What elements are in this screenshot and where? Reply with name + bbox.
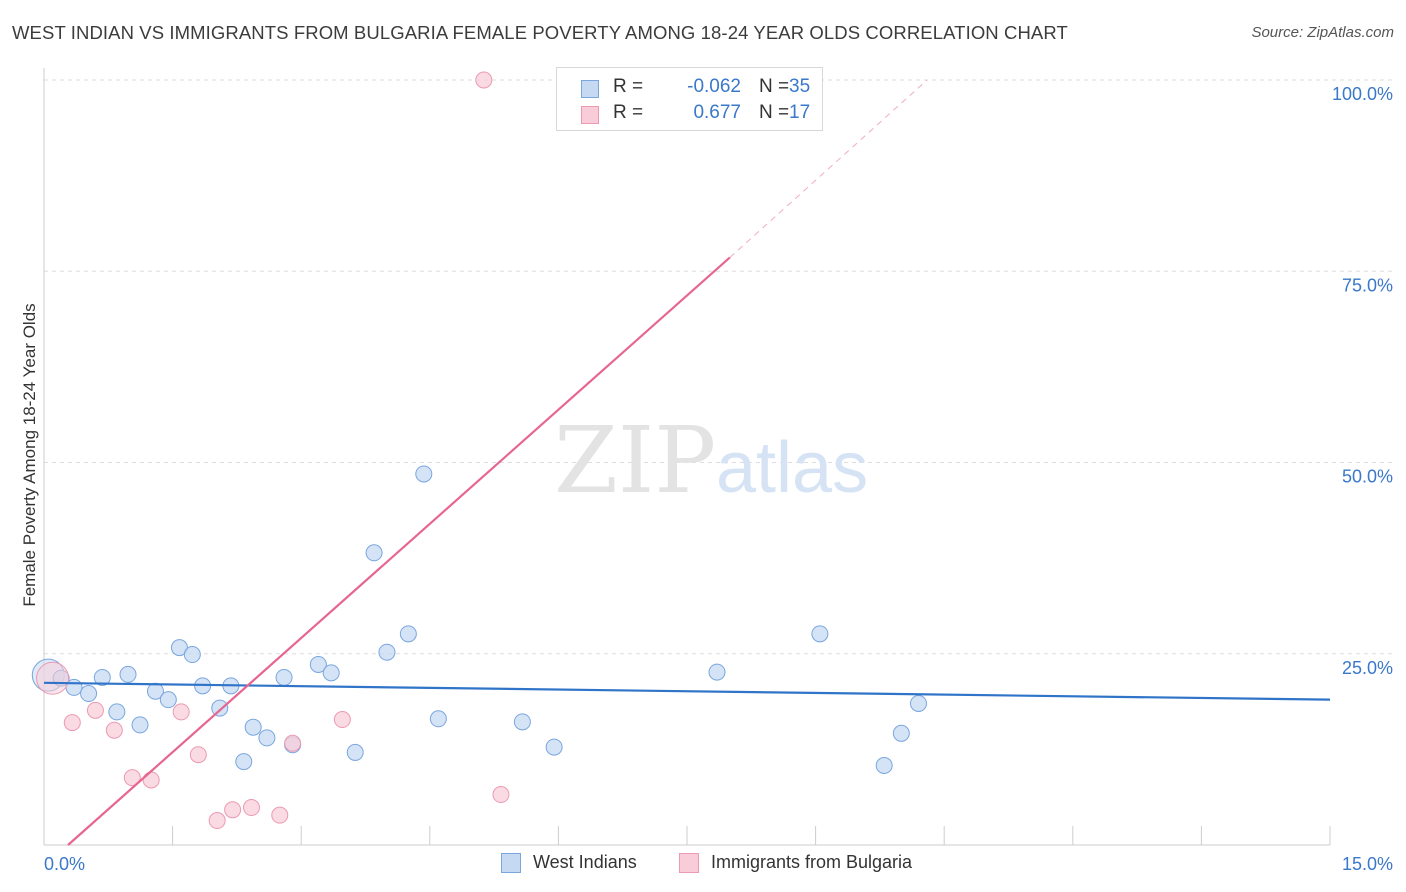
y-tick-label-50: 50.0% xyxy=(1342,467,1393,487)
point-pink-9 xyxy=(224,801,242,819)
point-pink-11 xyxy=(271,806,289,824)
x-tick-label-15: 15.0% xyxy=(1342,854,1393,874)
point-blue-9 xyxy=(159,691,177,709)
legend-n-label: N = xyxy=(759,102,790,123)
trendline-extension-pink xyxy=(729,79,928,258)
grid-layer xyxy=(44,79,1392,655)
bottom-legend-label: West Indians xyxy=(533,852,637,872)
point-blue-3 xyxy=(80,685,98,703)
y-tick-label-100: 100.0% xyxy=(1332,84,1393,104)
point-pink-1 xyxy=(63,714,81,732)
point-blue-25 xyxy=(399,625,417,643)
source-label: Source: ZipAtlas.com xyxy=(1251,24,1394,41)
point-blue-28 xyxy=(513,713,531,731)
point-blue-15 xyxy=(235,753,253,771)
point-blue-7 xyxy=(131,716,149,734)
trendline-blue xyxy=(43,681,1331,701)
point-pink-3 xyxy=(105,721,123,739)
point-blue-32 xyxy=(875,756,893,774)
point-pink-10 xyxy=(242,799,260,817)
legend-r-value: -0.062 xyxy=(687,76,741,97)
point-blue-27 xyxy=(429,710,447,728)
point-blue-34 xyxy=(909,694,927,712)
x-tick-label-0: 0.0% xyxy=(44,854,85,874)
point-blue-22 xyxy=(346,743,364,761)
point-pink-6 xyxy=(172,703,190,721)
point-pink-12 xyxy=(284,734,302,752)
watermark: ZIP atlas xyxy=(554,407,868,514)
trendline-pink xyxy=(67,256,731,846)
legend-n-label: N = xyxy=(759,76,790,97)
bottom-legend-label: Immigrants from Bulgaria xyxy=(711,852,913,872)
y-tick-label-25: 25.0% xyxy=(1342,658,1393,678)
tick-label-layer: 25.0% 50.0% 75.0% 100.0% 0.0% 15.0% xyxy=(44,84,1393,874)
point-blue-5 xyxy=(108,703,126,721)
trend-layer xyxy=(43,79,1331,846)
point-pink-2 xyxy=(86,701,104,719)
legend-n-value: 17 xyxy=(789,102,811,123)
point-blue-11 xyxy=(183,646,201,664)
point-pink-0 xyxy=(36,661,70,695)
legend-swatch-pink xyxy=(581,106,599,124)
point-pink-13 xyxy=(333,711,351,729)
point-pink-7 xyxy=(189,746,207,764)
point-blue-31 xyxy=(811,625,829,643)
point-blue-13 xyxy=(211,699,229,717)
legend-swatch-blue xyxy=(581,80,599,98)
y-tick-label-75: 75.0% xyxy=(1342,275,1393,295)
watermark-zip: ZIP xyxy=(554,407,716,514)
bottom-legend-swatch-pink xyxy=(679,853,699,873)
point-pink-8 xyxy=(208,812,226,830)
point-blue-17 xyxy=(258,729,276,747)
point-blue-4 xyxy=(93,668,111,686)
point-blue-24 xyxy=(378,643,396,661)
point-pink-5 xyxy=(142,771,160,789)
point-blue-6 xyxy=(119,665,137,683)
point-blue-18 xyxy=(275,668,293,686)
point-pink-14 xyxy=(475,71,493,89)
legend-r-label: R = xyxy=(613,76,644,97)
bottom-legend-swatch-blue xyxy=(501,853,521,873)
point-blue-23 xyxy=(365,544,383,562)
legend-r-value: 0.677 xyxy=(693,102,741,123)
point-pink-15 xyxy=(492,786,510,804)
point-blue-21 xyxy=(322,664,340,682)
legend-r-label: R = xyxy=(613,102,644,123)
point-blue-20 xyxy=(309,655,327,673)
point-blue-29 xyxy=(545,738,563,756)
point-pink-4 xyxy=(123,769,141,787)
stats-legend: R = -0.062 N = 35 R = 0.677 N = 17 xyxy=(556,67,823,131)
watermark-atlas: atlas xyxy=(716,428,868,508)
points-layer xyxy=(31,69,927,830)
axis-layer xyxy=(43,68,1331,846)
point-blue-16 xyxy=(244,718,262,736)
chart-title: WEST INDIAN VS IMMIGRANTS FROM BULGARIA … xyxy=(12,22,1068,43)
point-blue-33 xyxy=(892,724,910,742)
point-blue-26 xyxy=(415,465,433,483)
point-blue-30 xyxy=(708,663,726,681)
legend-n-value: 35 xyxy=(789,76,811,97)
